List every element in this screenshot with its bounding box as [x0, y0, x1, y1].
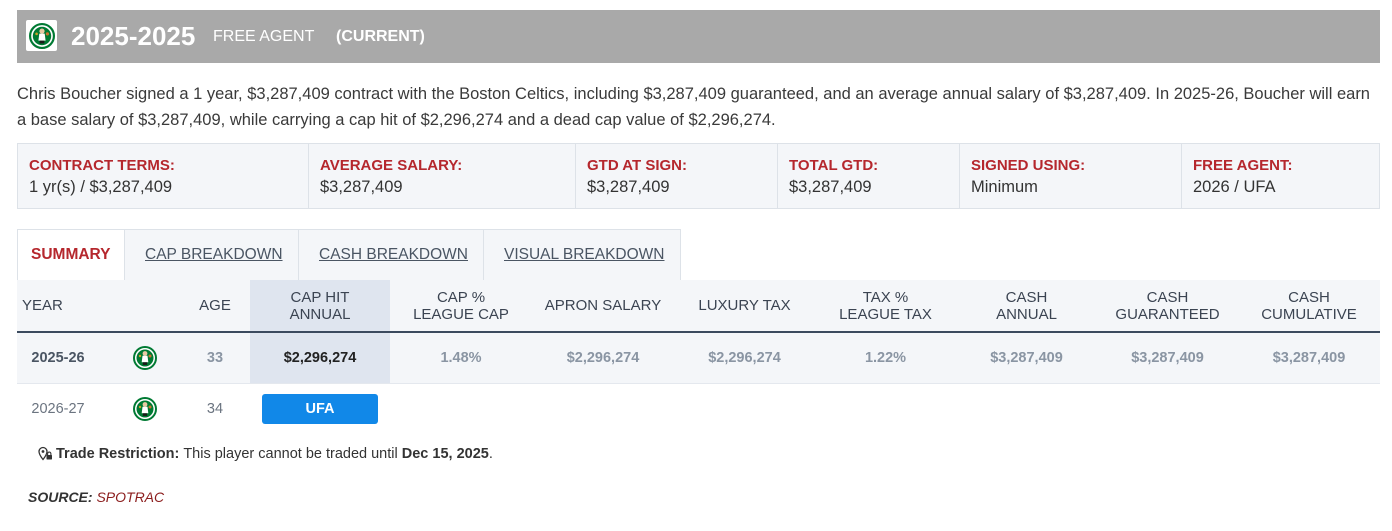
- lock-pin-icon: [38, 446, 52, 461]
- contract-table: YEAR AGE CAP HIT ANNUAL CAP % LEAGUE CAP…: [17, 280, 1380, 435]
- term-free-agent: FREE AGENT: 2026 / UFA: [1182, 144, 1379, 208]
- source-value: SPOTRAC: [96, 489, 165, 505]
- ufa-badge: UFA: [262, 394, 378, 424]
- term-label: GTD AT SIGN:: [587, 157, 687, 174]
- col-cash-guaranteed-line1: CASH: [1146, 288, 1189, 306]
- tab-cap-breakdown[interactable]: CAP BREAKDOWN: [125, 230, 299, 280]
- col-cash-cumulative: CASH CUMULATIVE: [1238, 280, 1380, 331]
- term-value: 2026 / UFA: [1193, 178, 1276, 196]
- contract-terms-bar: CONTRACT TERMS: 1 yr(s) / $3,287,409 AVE…: [17, 143, 1380, 209]
- term-value: $3,287,409: [587, 178, 670, 196]
- contract-header: 2025-2025 FREE AGENT (CURRENT): [17, 10, 1380, 63]
- col-cash-guaranteed: CASH GUARANTEED: [1097, 280, 1238, 331]
- col-luxury-tax: LUXURY TAX: [698, 297, 791, 314]
- table-row: 2026-27 34 UFA: [17, 384, 1380, 435]
- term-value: Minimum: [971, 178, 1038, 196]
- term-value: 1 yr(s) / $3,287,409: [29, 178, 173, 196]
- source-label: SOURCE:: [28, 489, 93, 505]
- term-total-gtd: TOTAL GTD: $3,287,409: [778, 144, 960, 208]
- celtics-logo-icon: [129, 333, 161, 383]
- term-label: AVERAGE SALARY:: [320, 157, 463, 174]
- col-tax-pct-line1: TAX %: [862, 288, 909, 306]
- current-label: (CURRENT): [336, 28, 425, 45]
- cell-status: UFA: [250, 384, 390, 434]
- col-cap-pct-line1: CAP %: [436, 288, 486, 306]
- term-value: $3,287,409: [789, 178, 872, 196]
- term-label: CONTRACT TERMS:: [29, 157, 175, 174]
- contract-year-range: 2025-2025: [71, 21, 196, 51]
- tab-summary[interactable]: SUMMARY: [18, 230, 125, 280]
- cell-cap-pct: 1.48%: [440, 350, 482, 366]
- trade-restriction-period: .: [488, 446, 493, 462]
- col-tax-pct-line2: LEAGUE TAX: [839, 305, 932, 323]
- col-age: AGE: [199, 297, 231, 314]
- term-average-salary: AVERAGE SALARY: $3,287,409: [309, 144, 576, 208]
- col-cap-pct-line2: LEAGUE CAP: [413, 305, 509, 323]
- trade-restriction-date: Dec 15, 2025: [401, 446, 489, 462]
- cell-year: 2025-26: [31, 350, 85, 366]
- col-cash-annual-line1: CASH: [1005, 288, 1048, 306]
- cell-apron-salary: $2,296,274: [566, 350, 640, 366]
- contract-summary: Chris Boucher signed a 1 year, $3,287,40…: [17, 85, 1370, 129]
- trade-restriction-label: Trade Restriction:: [56, 446, 180, 462]
- col-cap-hit-line2: ANNUAL: [289, 305, 351, 323]
- term-value: $3,287,409: [320, 178, 403, 196]
- cell-cash-guaranteed: $3,287,409: [1131, 350, 1204, 366]
- cell-age: 34: [206, 401, 224, 417]
- col-tax-pct: TAX % LEAGUE TAX: [815, 280, 956, 331]
- cell-age: 33: [206, 350, 224, 366]
- table-header: YEAR AGE CAP HIT ANNUAL CAP % LEAGUE CAP…: [17, 280, 1380, 333]
- col-cap-hit-line1: CAP HIT: [290, 288, 350, 306]
- term-signed-using: SIGNED USING: Minimum: [960, 144, 1182, 208]
- cell-cap-hit: $2,296,274: [250, 333, 390, 383]
- term-label: TOTAL GTD:: [789, 157, 879, 174]
- term-contract-terms: CONTRACT TERMS: 1 yr(s) / $3,287,409: [18, 144, 309, 208]
- col-cap-pct: CAP % LEAGUE CAP: [390, 280, 532, 331]
- col-cash-guaranteed-line2: GUARANTEED: [1115, 305, 1220, 323]
- cell-tax-pct: 1.22%: [864, 350, 907, 366]
- col-cash-annual: CASH ANNUAL: [956, 280, 1097, 331]
- col-apron-salary: APRON SALARY: [544, 297, 662, 314]
- contract-status: FREE AGENT: [213, 28, 315, 45]
- celtics-logo-icon: [129, 384, 161, 434]
- breakdown-tabs: SUMMARY CAP BREAKDOWN CASH BREAKDOWN VIS…: [17, 229, 681, 280]
- tab-cash-breakdown[interactable]: CASH BREAKDOWN: [299, 230, 484, 280]
- cell-luxury-tax: $2,296,274: [708, 350, 781, 366]
- term-label: FREE AGENT:: [1193, 157, 1293, 174]
- celtics-logo-icon: [26, 20, 57, 51]
- table-row: 2025-26 33 $2,296,274 1.48% $2,296,274 $…: [17, 333, 1380, 384]
- col-cash-cumulative-line1: CASH: [1288, 288, 1330, 306]
- tab-visual-breakdown[interactable]: VISUAL BREAKDOWN: [504, 246, 665, 263]
- term-label: SIGNED USING:: [971, 157, 1086, 174]
- cell-year: 2026-27: [31, 401, 85, 417]
- cell-cash-cumulative: $3,287,409: [1272, 350, 1346, 366]
- cell-cash-annual: $3,287,409: [990, 350, 1063, 366]
- trade-restriction: Trade Restriction: This player cannot be…: [37, 446, 493, 462]
- trade-restriction-text: This player cannot be traded until: [183, 446, 398, 462]
- col-cash-annual-line2: ANNUAL: [996, 305, 1057, 323]
- col-cap-hit: CAP HIT ANNUAL: [250, 280, 390, 331]
- col-cash-cumulative-line2: CUMULATIVE: [1261, 305, 1357, 323]
- col-year: YEAR: [22, 297, 63, 314]
- term-gtd-at-sign: GTD AT SIGN: $3,287,409: [576, 144, 778, 208]
- source-credit: SOURCE: SPOTRAC: [28, 489, 164, 505]
